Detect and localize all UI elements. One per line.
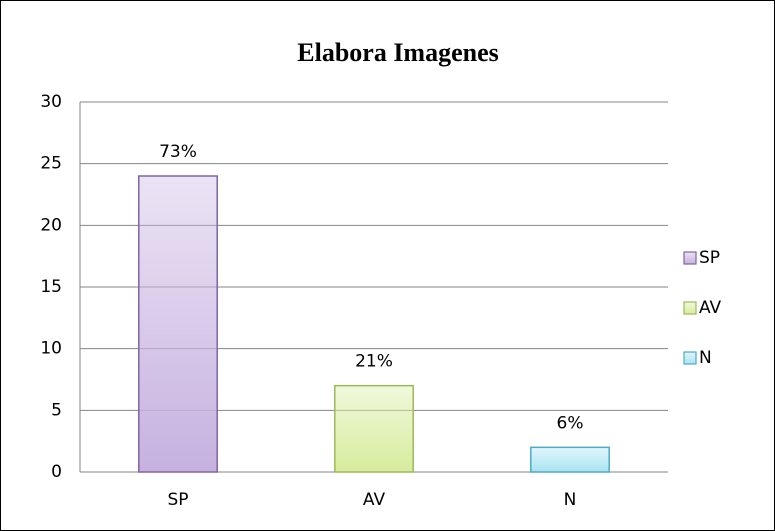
y-tick-label: 15 xyxy=(40,277,62,297)
y-tick-label: 25 xyxy=(40,154,62,174)
legend-label: SP xyxy=(699,248,720,268)
legend-label: N xyxy=(699,348,712,368)
x-tick-label: SP xyxy=(167,490,188,510)
y-tick-label: 5 xyxy=(51,400,62,420)
legend-swatch xyxy=(683,251,697,265)
y-tick-label: 10 xyxy=(40,339,62,359)
y-tick-label: 20 xyxy=(40,215,62,235)
legend-swatch xyxy=(683,301,697,315)
bar xyxy=(334,384,414,473)
chart-title: Elabora Imagenes xyxy=(297,38,499,67)
bar xyxy=(138,175,218,473)
bar xyxy=(530,446,610,473)
x-tick-label: AV xyxy=(363,490,386,510)
y-tick-label: 30 xyxy=(40,92,62,112)
data-label: 21% xyxy=(355,352,393,372)
legend-label: AV xyxy=(699,298,722,318)
data-label: 6% xyxy=(557,413,584,433)
data-label: 73% xyxy=(159,142,197,162)
x-tick-label: N xyxy=(564,490,577,510)
legend-swatch xyxy=(683,351,697,365)
y-tick-label: 0 xyxy=(51,462,62,482)
